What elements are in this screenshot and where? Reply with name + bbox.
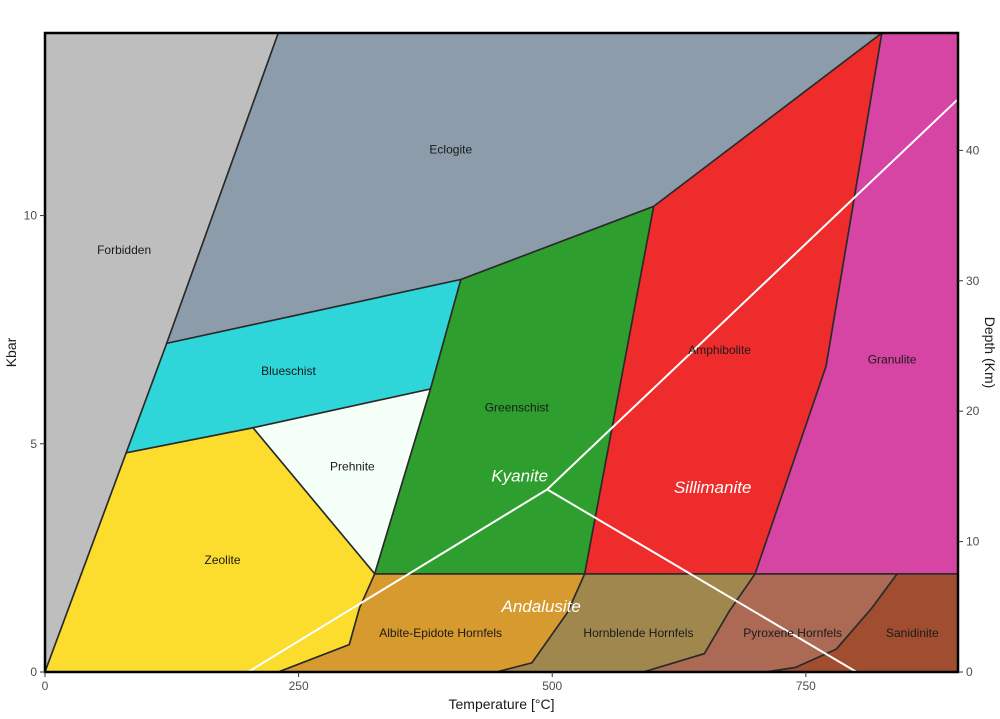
region-label-hornblende-hornfels: Hornblende Hornfels (583, 626, 693, 640)
region-label-greenschist: Greenschist (485, 400, 550, 414)
y-tick-label: 5 (30, 437, 37, 451)
y2-axis-title: Depth (Km) (982, 317, 998, 389)
facies-regions (44, 32, 959, 673)
mineral-label-andalusite: Andalusite (501, 597, 581, 616)
y-axis-title: Kbar (3, 337, 19, 367)
x-tick-label: 0 (42, 679, 49, 693)
axes: 0 250 500 750 0 5 10 0 10 20 30 40 (24, 143, 980, 693)
y2-tick-label: 20 (966, 404, 980, 418)
y-tick-label: 0 (30, 665, 37, 679)
x-tick-label: 250 (289, 679, 309, 693)
y2-tick-label: 40 (966, 143, 980, 157)
mineral-label-kyanite: Kyanite (491, 467, 548, 486)
y2-tick-label: 10 (966, 535, 980, 549)
region-label-blueschist: Blueschist (261, 364, 316, 378)
y-tick-label: 10 (24, 209, 38, 223)
region-label-amphibolite: Amphibolite (688, 343, 751, 357)
x-tick-label: 750 (796, 679, 816, 693)
mineral-labels: Kyanite Sillimanite Andalusite (491, 467, 751, 616)
region-label-sanidinite: Sanidinite (886, 626, 939, 640)
y2-tick-label: 0 (966, 665, 973, 679)
region-label-prehnite: Prehnite (330, 460, 375, 474)
x-axis-title: Temperature [°C] (449, 696, 555, 712)
geotherm-line (546, 98, 959, 491)
region-label-eclogite: Eclogite (429, 142, 472, 156)
mineral-boundary-lines (247, 98, 959, 673)
x-tick-label: 500 (542, 679, 562, 693)
y2-tick-label: 30 (966, 274, 980, 288)
region-label-granulite: Granulite (868, 352, 917, 366)
region-label-albite-epidote-hornfels: Albite-Epidote Hornfels (379, 626, 502, 640)
mineral-label-sillimanite: Sillimanite (674, 478, 751, 497)
facies-labels: Forbidden Eclogite Blueschist Prehnite Zeoli… (97, 142, 939, 640)
plot-frame (43, 31, 960, 674)
region-label-pyroxene-hornfels: Pyroxene Hornfels (743, 626, 842, 640)
region-label-forbidden: Forbidden (97, 243, 151, 257)
region-label-zeolite: Zeolite (205, 553, 241, 567)
